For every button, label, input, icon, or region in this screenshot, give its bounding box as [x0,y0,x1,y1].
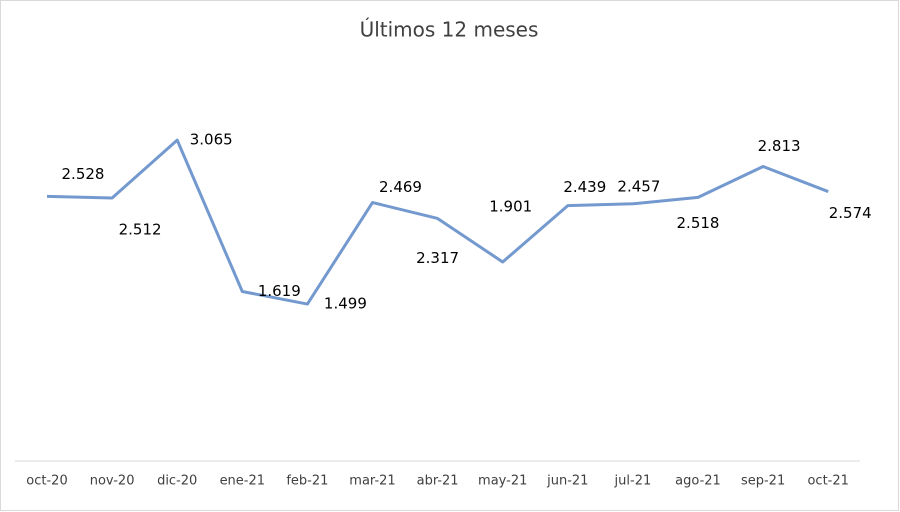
data-label: 1.619 [258,282,301,300]
data-label: 1.499 [324,295,367,313]
x-tick-label: nov-20 [90,474,135,489]
x-tick-label: oct-21 [807,474,848,489]
x-tick-label: jul-21 [614,474,652,489]
data-label: 2.457 [617,177,660,195]
data-label: 2.813 [758,137,801,155]
x-tick-label: mar-21 [349,474,395,489]
data-label: 2.439 [563,178,606,196]
data-label: 2.469 [379,178,422,196]
x-tick-label: oct-20 [26,474,67,489]
x-tick-label: ene-21 [220,474,265,489]
x-tick-label: ago-21 [675,474,721,489]
chart-title: Últimos 12 meses [360,18,539,42]
data-label: 3.065 [190,131,233,149]
data-label: 2.528 [62,165,105,183]
data-label: 2.518 [677,214,720,232]
x-tick-label: dic-20 [157,474,197,489]
x-tick-label: jun-21 [546,474,588,489]
x-tick-label: sep-21 [741,474,785,489]
x-tick-label: abr-21 [417,474,459,489]
series-line [46,138,829,306]
data-label: 2.317 [416,249,459,267]
data-label: 1.901 [489,197,532,215]
data-label: 2.574 [829,204,872,222]
x-tick-label: may-21 [478,474,527,489]
x-tick-label: feb-21 [286,474,328,489]
data-label: 2.512 [119,221,162,239]
